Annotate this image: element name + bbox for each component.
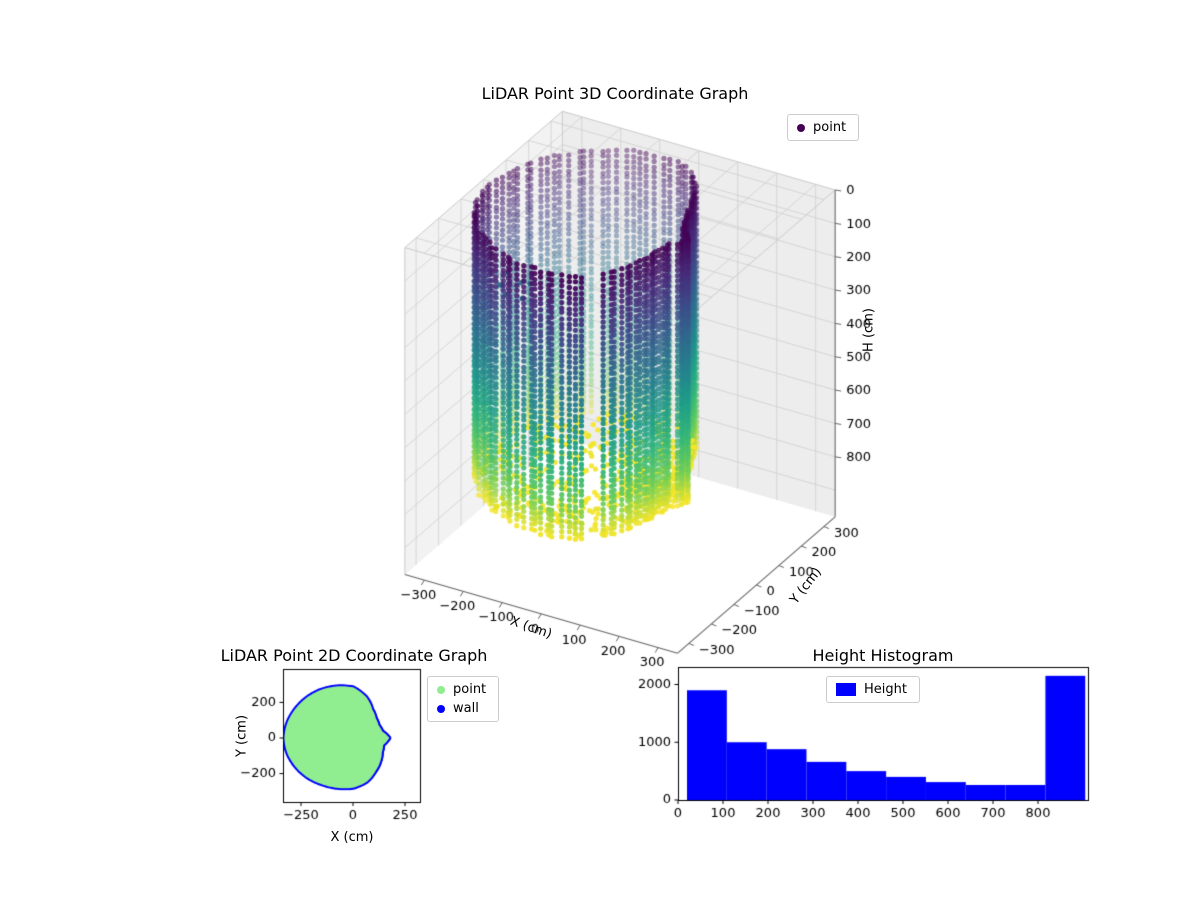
- wall-marker-icon: [437, 704, 445, 713]
- histogram-title: Height Histogram: [812, 646, 954, 665]
- chart-2d-title: LiDAR Point 2D Coordinate Graph: [220, 646, 488, 665]
- legend-item-point: point: [437, 682, 486, 697]
- legend-label-height: Height: [864, 682, 907, 697]
- legend-label-point: point: [813, 120, 847, 135]
- legend-item-point: point: [797, 120, 846, 135]
- legend-label-point: point: [453, 682, 487, 697]
- chart-2d-y-axis-label: Y (cm): [234, 714, 250, 758]
- chart-3d-legend: point: [787, 114, 860, 141]
- chart-3d-z-axis-label: H (cm): [861, 308, 877, 352]
- chart-2d-x-axis-label: X (cm): [330, 830, 374, 845]
- point-marker-icon: [797, 123, 805, 132]
- legend-item-height: Height: [836, 682, 907, 697]
- height-swatch-icon: [836, 683, 856, 696]
- chart-3d-title: LiDAR Point 3D Coordinate Graph: [481, 84, 749, 103]
- point-marker-icon: [437, 685, 445, 694]
- legend-item-wall: wall: [437, 701, 486, 716]
- chart-2d-legend: point wall: [427, 676, 500, 722]
- histogram-legend: Height: [826, 676, 920, 703]
- legend-label-wall: wall: [453, 701, 479, 716]
